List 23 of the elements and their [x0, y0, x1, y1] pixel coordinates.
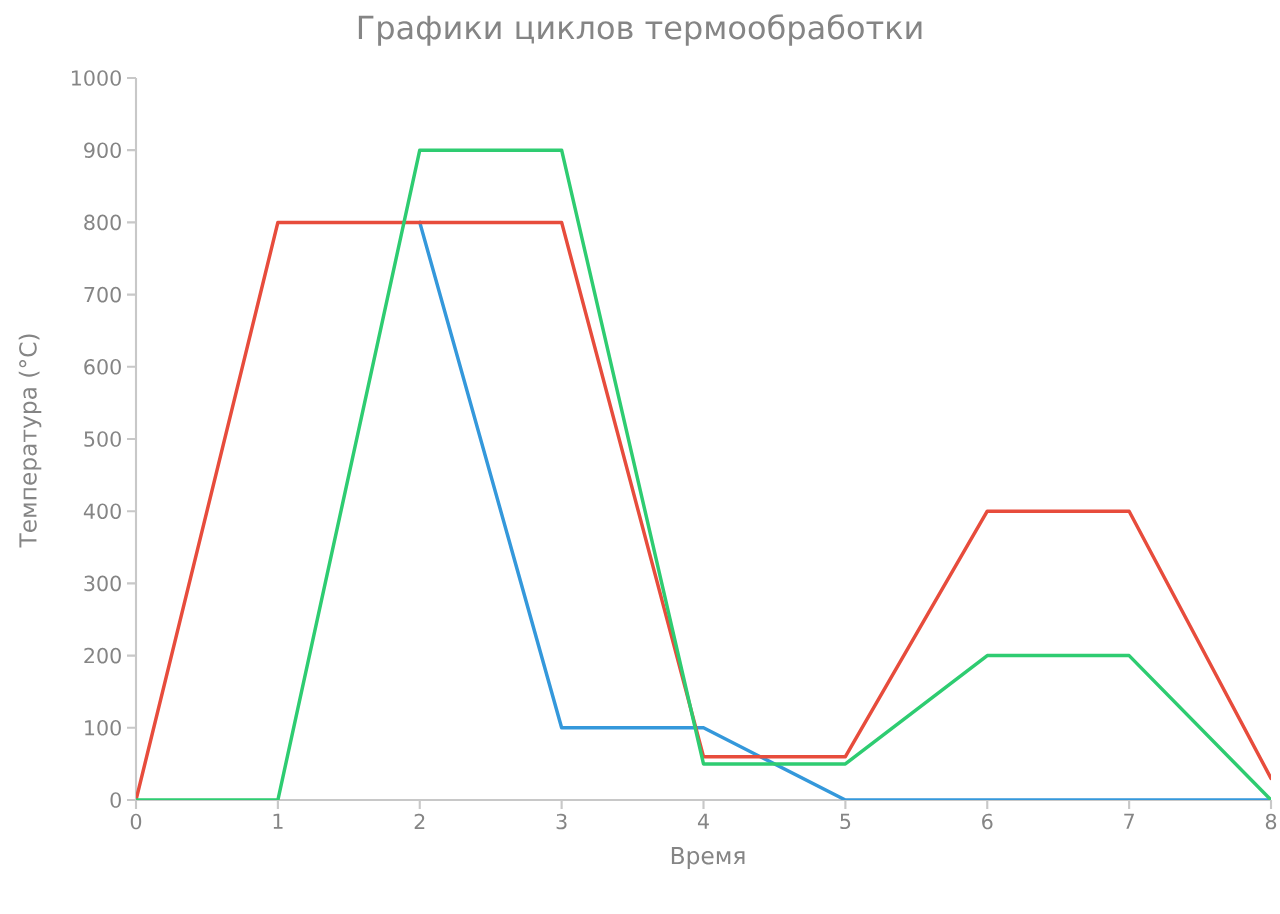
x-tick-label: 1 [273, 813, 283, 829]
y-tick-label: 0 [110, 792, 121, 808]
x-tick-label: 2 [414, 813, 425, 830]
y-axis-title: Температура (°C) [18, 334, 42, 548]
y-tick-label: 800 [84, 214, 121, 231]
x-tick-label: 6 [982, 813, 993, 830]
y-tick-label: 300 [84, 575, 121, 592]
x-tick-label: 0 [130, 813, 142, 830]
y-tick-label: 1000 [71, 70, 121, 86]
y-tick-label: 700 [84, 286, 121, 303]
y-tick-label: 400 [83, 503, 121, 520]
y-tick-label: 900 [84, 142, 121, 159]
x-axis-title: Время [671, 847, 745, 869]
x-tick-label: 8 [1265, 813, 1277, 830]
y-tick-label: 200 [84, 647, 121, 664]
x-tick-label: 7 [1124, 813, 1134, 829]
chart-title: Графики циклов термообработки [358, 14, 922, 46]
x-tick-label: 5 [840, 813, 851, 830]
y-tick-label: 100 [85, 719, 121, 736]
x-tick-label: 4 [697, 813, 709, 829]
x-tick-label: 3 [556, 813, 567, 830]
y-tick-label: 600 [84, 358, 121, 375]
y-tick-label: 500 [84, 431, 121, 447]
